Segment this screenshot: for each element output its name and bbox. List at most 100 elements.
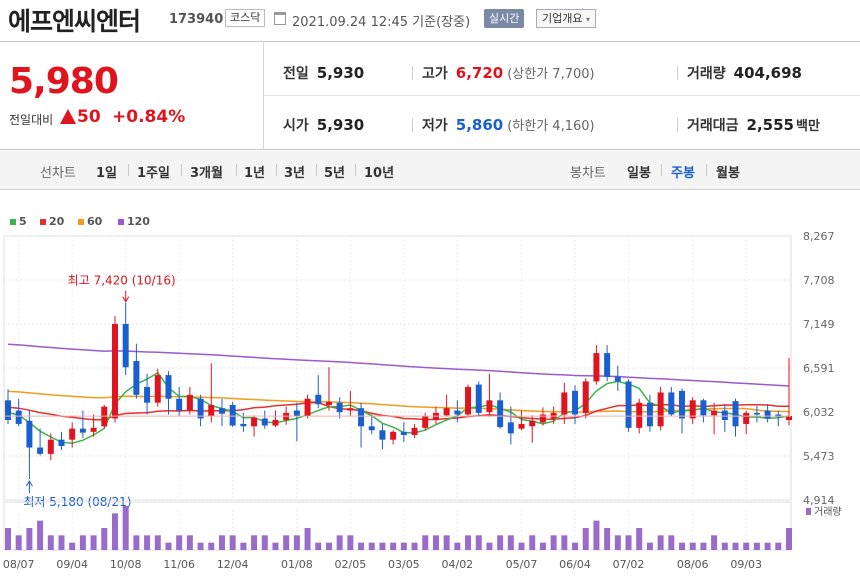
volume-bar [218, 535, 225, 550]
high-marker-arrow [122, 296, 130, 303]
candle-body [229, 405, 236, 426]
candle-body [582, 381, 589, 413]
y-tick-label: 6,591 [803, 362, 835, 375]
market-badge: 코스닥 [225, 9, 266, 27]
candle-body [507, 422, 514, 434]
realtime-button[interactable]: 실시간 [484, 9, 525, 28]
calendar-icon [274, 12, 286, 25]
amount-unit: 백만 [795, 119, 820, 134]
divider [236, 164, 237, 176]
tab-1d[interactable]: 1일 [96, 166, 118, 181]
quote-datetime: 2021.09.24 12:45 기준(장중) [292, 11, 470, 30]
tab-3y[interactable]: 3년 [284, 166, 306, 181]
x-tick-label: 01/08 [281, 558, 313, 571]
volume-bar [582, 528, 589, 550]
divider [181, 164, 182, 176]
candle-body [539, 414, 546, 423]
x-tick-label: 11/06 [163, 558, 195, 571]
candle-body [593, 353, 600, 382]
change-label: 전일대비 [9, 113, 54, 127]
candle-body [614, 376, 621, 382]
volume-bar [165, 542, 172, 550]
volume-bar [69, 542, 76, 550]
volume-bar [133, 535, 140, 550]
candle-body [700, 400, 707, 416]
candle-body [422, 416, 429, 428]
candle-body [679, 390, 686, 419]
candle-body [90, 427, 97, 432]
tab-3m[interactable]: 3개월 [190, 166, 223, 181]
moving-average-line [7, 343, 790, 387]
low-price: 저가 5,860 (하한가 4,160) [422, 115, 595, 135]
volume-bar [368, 542, 375, 550]
y-tick-label: 5,473 [803, 450, 835, 463]
volume-bar [15, 535, 22, 550]
divider [276, 164, 277, 176]
volume-bar [37, 520, 44, 550]
volume-bar [154, 535, 161, 550]
change-percent: +0.84% [112, 107, 186, 127]
tab-daily[interactable]: 일봉 [627, 166, 651, 181]
candle-body [208, 405, 215, 417]
candle-body [529, 420, 536, 427]
candle-body [347, 408, 354, 411]
legend-swatch [40, 219, 46, 225]
high-label: 고가 [422, 66, 448, 82]
volume-bar [486, 542, 493, 550]
volume-bar [518, 542, 525, 550]
candle-body [186, 394, 193, 411]
candle-body [37, 447, 44, 454]
volume-bar [400, 542, 407, 550]
up-triangle-icon [60, 109, 76, 124]
current-price: 5,980 [9, 61, 119, 102]
volume-bar [336, 535, 343, 550]
candle-body [379, 430, 386, 440]
x-tick-label: 10/08 [110, 558, 142, 571]
tab-5y[interactable]: 5년 [324, 166, 346, 181]
volume-bar [443, 535, 450, 550]
candle-body [572, 390, 579, 415]
volume-value: 404,698 [733, 64, 802, 82]
company-info-button[interactable]: 기업개요 ▾ [536, 9, 596, 28]
candle-body [325, 401, 332, 406]
volume-bar [208, 542, 215, 550]
volume-bar [390, 542, 397, 550]
stock-code: 173940 [169, 12, 224, 27]
volume-bar [572, 542, 579, 550]
candle-body [711, 410, 718, 416]
y-tick-label: 4,914 [803, 494, 835, 507]
candle-body [518, 423, 525, 429]
y-tick-label: 7,708 [803, 274, 835, 287]
legend-label: 20 [49, 215, 65, 228]
high-value: 6,720 [455, 64, 504, 82]
volume-bar [411, 542, 418, 550]
candle-body [561, 392, 568, 415]
change-value: 50 [77, 107, 101, 127]
divider [412, 118, 413, 132]
legend-swatch [118, 219, 124, 225]
tab-monthly[interactable]: 월봉 [716, 166, 740, 181]
candle-body [732, 401, 739, 427]
candle-body [240, 423, 247, 427]
legend-label: 5 [19, 215, 27, 228]
candle-body [475, 384, 482, 413]
open-label: 시가 [283, 118, 309, 134]
tab-1y[interactable]: 1년 [244, 166, 266, 181]
candle-body [111, 323, 118, 419]
candle-body [26, 420, 33, 448]
stock-header: 에프엔씨엔터 173940 코스닥 2021.09.24 12:45 기준(장중… [0, 0, 860, 40]
tab-10y[interactable]: 10년 [364, 166, 395, 181]
candle-body [144, 386, 151, 403]
candle-body [400, 431, 407, 435]
volume-bar [304, 528, 311, 550]
period-bar: 선차트 1일 1주일 3개월 1년 3년 5년 10년 봉차트 일봉 주봉 월봉 [0, 151, 860, 190]
divider [263, 42, 264, 150]
volume-area [3, 501, 792, 551]
candle-body [58, 439, 65, 446]
tab-weekly[interactable]: 주봉 [671, 166, 695, 181]
divider [412, 66, 413, 80]
volume-bar [561, 535, 568, 550]
quote-basis: 기준(장중) [412, 15, 471, 30]
tab-1w[interactable]: 1주일 [137, 166, 170, 181]
candle-body [358, 408, 365, 427]
